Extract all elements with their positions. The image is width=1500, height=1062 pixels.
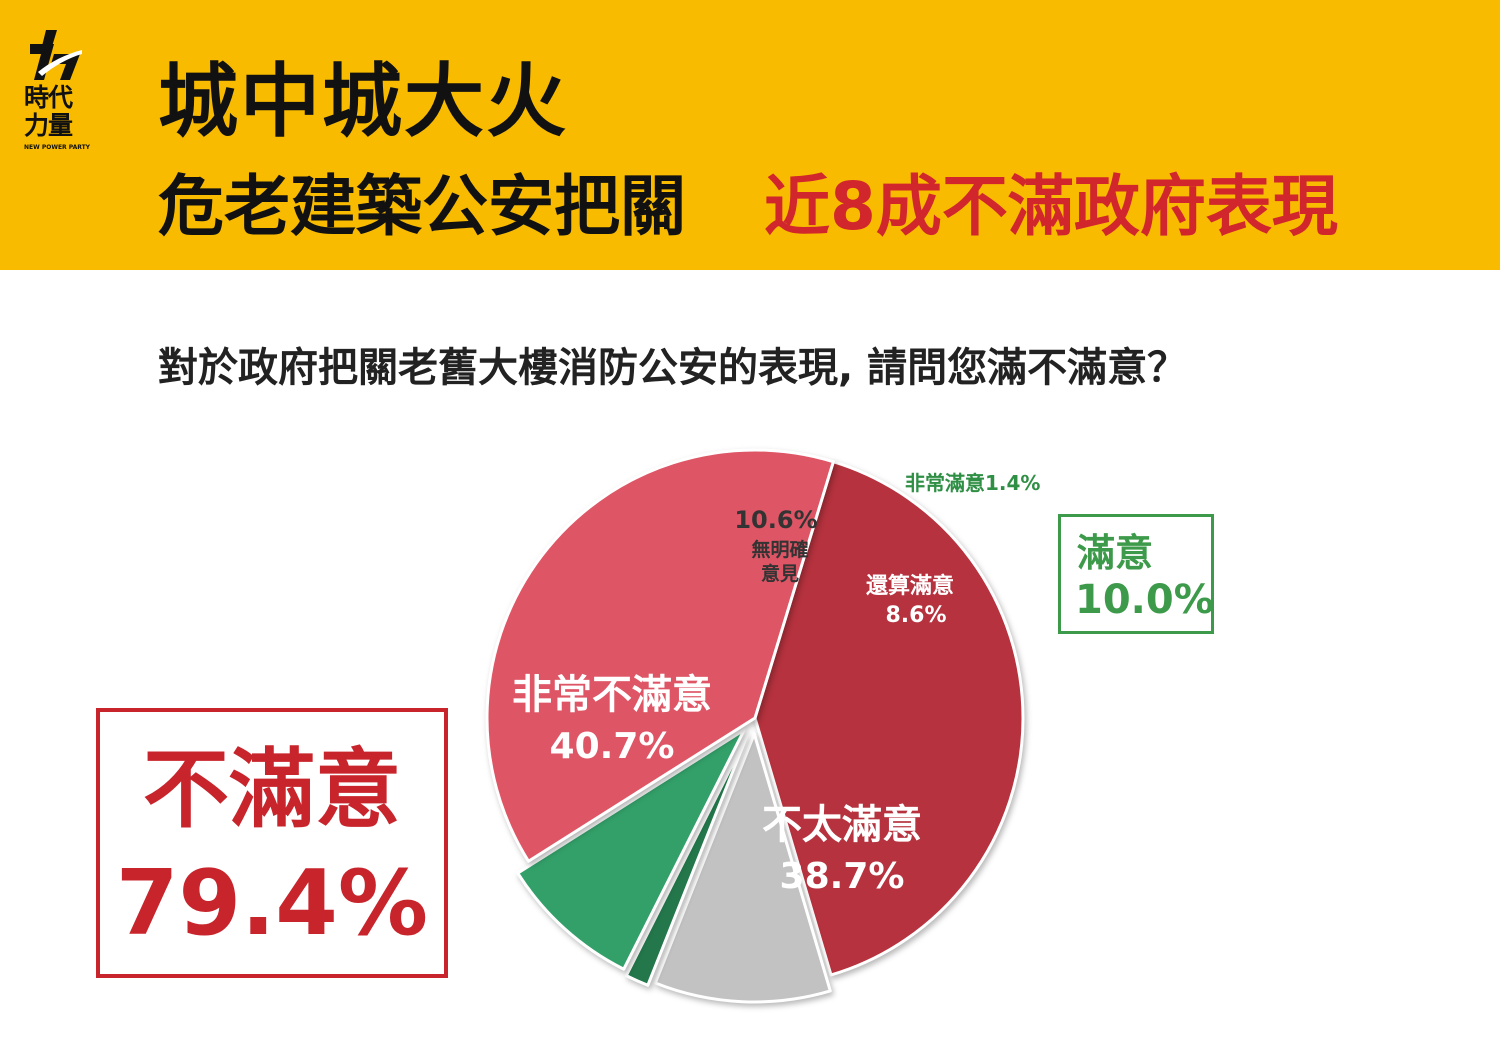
- satisfied-summary-box: 滿意 10.0%: [1058, 514, 1214, 634]
- pie-label-very-satisfied: 非常滿意1.4%: [905, 471, 1040, 495]
- party-logo-mark-icon: [30, 30, 82, 80]
- satisfied-summary-value: 10.0%: [1075, 577, 1214, 623]
- pie-value-very-unsatisfied: 40.7%: [550, 726, 675, 767]
- pie-slice-somewhat-satisfied: [516, 728, 746, 971]
- party-logo-english: NEW POWER PARTY: [24, 144, 91, 151]
- pie-label-somewhat-satisfied: 還算滿意: [866, 573, 954, 599]
- page-subtitle: 危老建築公安把關: [158, 168, 686, 245]
- pie-value-somewhat-unsatisfied: 38.7%: [780, 856, 905, 897]
- pie-label-no-opinion-line2: 意見: [761, 562, 799, 585]
- unsatisfied-summary-box: 不滿意 79.4%: [96, 708, 448, 978]
- pie-label-somewhat-unsatisfied: 不太滿意: [762, 802, 922, 848]
- survey-question: 對於政府把關老舊大樓消防公安的表現, 請問您滿不滿意？: [158, 345, 1188, 391]
- satisfied-summary-label: 滿意: [1077, 531, 1154, 575]
- party-logo-name-line1: 時代: [24, 83, 73, 112]
- pie-slice-very-satisfied: [624, 734, 749, 987]
- unsatisfied-summary-value: 79.4%: [115, 851, 429, 956]
- pie-label-no-opinion-line1: 無明確: [751, 538, 808, 561]
- pie-value-somewhat-satisfied: 8.6%: [885, 603, 946, 628]
- page-subtitle-highlight: 近8成不滿政府表現: [764, 168, 1338, 245]
- party-logo-name: 時代 力量: [24, 84, 86, 140]
- party-logo-name-line2: 力量: [24, 111, 73, 140]
- pie-slice-somewhat-unsatisfied: [485, 448, 835, 863]
- pie-slice-no-opinion: [653, 732, 832, 1004]
- pie-slice-very-unsatisfied: [753, 460, 1025, 977]
- header-banner: 時代 力量 NEW POWER PARTY 城中城大火 危老建築公安把關 近8成…: [0, 0, 1500, 270]
- party-logo: 時代 力量 NEW POWER PARTY: [24, 28, 90, 156]
- page-title: 城中城大火: [158, 55, 568, 148]
- pie-label-very-unsatisfied: 非常不滿意: [512, 672, 712, 718]
- unsatisfied-summary-label: 不滿意: [143, 740, 401, 840]
- pie-value-no-opinion: 10.6%: [734, 506, 817, 534]
